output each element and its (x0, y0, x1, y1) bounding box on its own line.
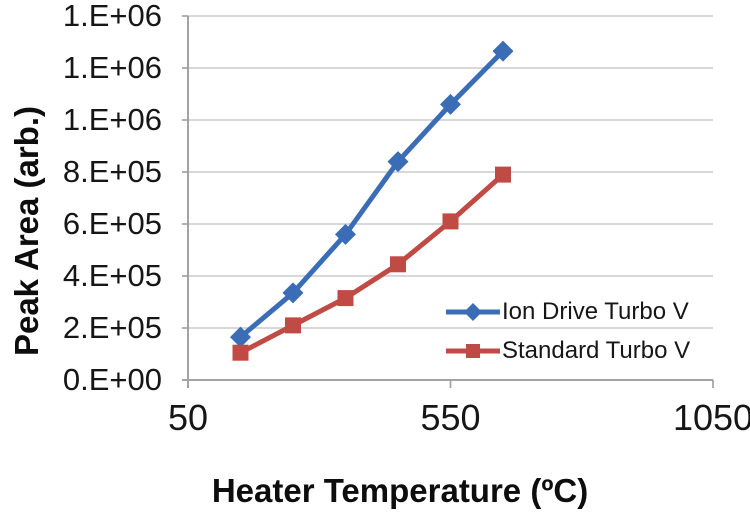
series-line (238, 48, 506, 340)
y-tick-label: 0.E+00 (62, 362, 162, 397)
marker-square (285, 317, 301, 334)
marker-diamond (230, 326, 251, 348)
y-tick-label: 1.E+06 (62, 0, 162, 33)
plot-area (182, 15, 714, 388)
y-tick-label: 8.E+05 (62, 154, 162, 189)
marker-square (337, 290, 354, 307)
y-tick-label: 2.E+05 (62, 310, 162, 345)
y-tick-label: 6.E+05 (62, 206, 162, 241)
marker-square (495, 166, 511, 183)
legend-item-ion-drive-turbo-v: Ion Drive Turbo V (446, 292, 690, 331)
y-tick-label: 1.E+06 (62, 102, 162, 137)
legend-label: Ion Drive Turbo V (502, 297, 689, 325)
gridlines (188, 15, 713, 329)
marker-diamond (492, 40, 514, 62)
x-tick-label: 50 (167, 397, 209, 438)
legend-label: Standard Turbo V (502, 336, 691, 364)
x-tick-label: 550 (420, 397, 481, 438)
legend-item-standard-turbo-v: Standard Turbo V (446, 331, 690, 370)
legend: Ion Drive Turbo V Standard Turbo V (446, 292, 690, 370)
y-tick-label: 1.E+06 (62, 50, 162, 85)
series-ion-drive-turbo-v (230, 40, 514, 348)
marker-square (232, 344, 249, 361)
marker-diamond (440, 93, 461, 115)
marker-diamond (387, 151, 409, 173)
series-standard-turbo-v (232, 166, 511, 361)
marker-square (390, 256, 406, 273)
legend-marker-square-icon (446, 343, 500, 358)
marker-diamond (282, 282, 304, 304)
y-tick-label: 4.E+05 (62, 258, 162, 293)
series-line (238, 172, 506, 356)
x-axis-title: Heater Temperature (ºC) (211, 472, 589, 509)
marker-square (442, 213, 459, 230)
axes (182, 15, 714, 388)
marker-diamond (335, 223, 356, 245)
x-tick-label: 1050 (672, 397, 750, 438)
legend-marker-diamond-icon (446, 302, 500, 321)
